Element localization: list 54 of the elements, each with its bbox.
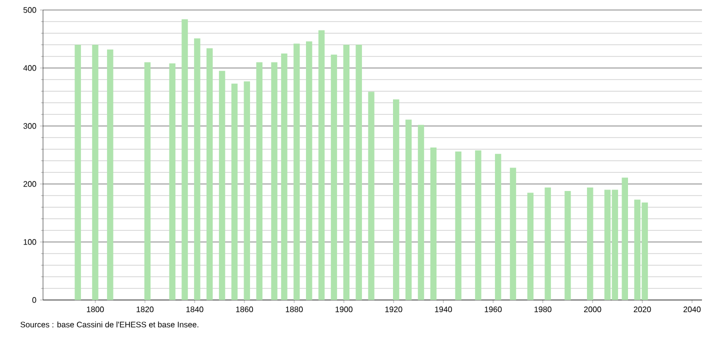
bar xyxy=(294,44,300,300)
x-tick-label: 2000 xyxy=(584,306,602,312)
x-tick-label: 2020 xyxy=(634,306,651,312)
bar xyxy=(182,19,188,300)
bar xyxy=(405,120,412,300)
bar xyxy=(74,44,81,300)
bar xyxy=(244,81,250,300)
y-tick-label: 500 xyxy=(23,7,36,13)
bar xyxy=(318,30,325,300)
bar xyxy=(281,54,288,300)
bar xyxy=(455,152,462,300)
x-tick-label: 1980 xyxy=(534,306,552,312)
bar xyxy=(544,187,551,300)
y-tick-label: 100 xyxy=(24,239,36,245)
bar xyxy=(206,48,213,300)
x-tick-label: 1960 xyxy=(484,306,502,312)
x-tick-label: 1880 xyxy=(286,306,303,312)
bar xyxy=(368,92,374,300)
x-tick-label: 1840 xyxy=(186,306,204,312)
bar xyxy=(194,38,200,300)
bar xyxy=(527,192,534,300)
bar xyxy=(356,44,362,300)
bar xyxy=(271,62,278,300)
bar xyxy=(586,187,594,300)
bar xyxy=(306,41,312,300)
x-tick-label: 1940 xyxy=(435,306,452,312)
bar xyxy=(330,54,338,300)
bar xyxy=(144,62,151,300)
bar xyxy=(430,147,437,300)
bar xyxy=(92,44,98,300)
bar xyxy=(418,124,424,300)
y-tick-label: 0 xyxy=(32,297,36,303)
y-tick-label: 400 xyxy=(23,65,36,71)
x-tick-label: 2040 xyxy=(684,306,701,312)
bar xyxy=(510,168,516,300)
bar xyxy=(169,63,176,300)
x-tick-label: 1900 xyxy=(336,306,352,312)
x-tick-label: 1920 xyxy=(385,306,402,312)
bar xyxy=(256,62,262,300)
bar xyxy=(393,99,400,300)
y-tick-label: 300 xyxy=(23,123,36,129)
bar xyxy=(343,44,350,300)
y-tick-label: 200 xyxy=(24,181,36,187)
bar xyxy=(622,178,628,300)
x-tick-label: 1820 xyxy=(136,306,154,312)
x-tick-label: 1800 xyxy=(86,306,104,312)
bar xyxy=(494,154,502,300)
source-note: Sources : base Cassini de l'EHESS et base Insee. xyxy=(20,322,198,328)
x-tick-label: 1860 xyxy=(236,306,254,312)
bar xyxy=(218,70,226,300)
bar xyxy=(231,84,238,300)
bar xyxy=(107,49,114,300)
bar xyxy=(475,150,482,300)
bar xyxy=(564,190,571,300)
